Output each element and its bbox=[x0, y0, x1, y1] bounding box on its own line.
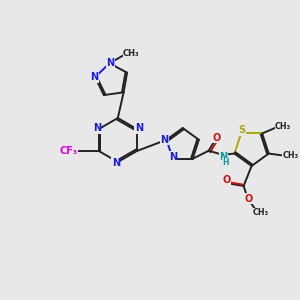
Text: O: O bbox=[212, 133, 221, 143]
Text: CH₃: CH₃ bbox=[275, 122, 291, 131]
Text: N: N bbox=[93, 123, 101, 133]
Text: N: N bbox=[106, 58, 115, 68]
Text: N: N bbox=[90, 72, 98, 82]
Text: CH₃: CH₃ bbox=[123, 49, 140, 58]
Text: S: S bbox=[238, 125, 246, 136]
Text: CH₃: CH₃ bbox=[283, 151, 299, 160]
Text: O: O bbox=[223, 175, 231, 185]
Text: H: H bbox=[222, 158, 229, 167]
Text: N: N bbox=[160, 135, 169, 145]
Text: CF₃: CF₃ bbox=[60, 146, 78, 156]
Text: N: N bbox=[169, 152, 177, 162]
Text: N: N bbox=[112, 158, 120, 168]
Text: CH₃: CH₃ bbox=[253, 208, 268, 217]
Text: N: N bbox=[135, 123, 143, 133]
Text: O: O bbox=[244, 194, 253, 204]
Text: N: N bbox=[220, 152, 228, 162]
